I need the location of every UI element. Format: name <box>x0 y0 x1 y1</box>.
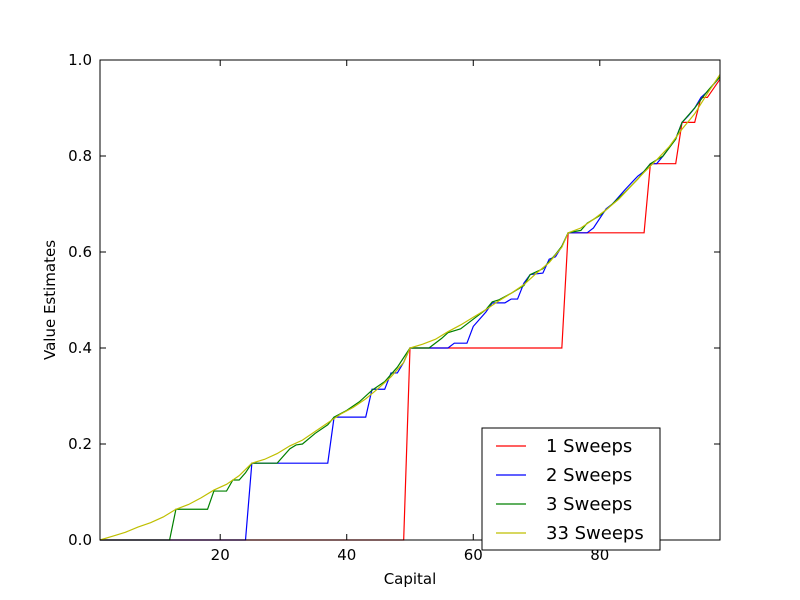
y-axis-label: Value Estimates <box>41 240 59 360</box>
legend-label-2: 2 Sweeps <box>546 465 632 486</box>
y-tick-label: 1.0 <box>68 51 92 69</box>
series-line-4 <box>99 74 721 541</box>
legend-items: 1 Sweeps 2 Sweeps 3 Sweeps 33 Sweeps <box>496 436 644 544</box>
y-tick-label: 0.2 <box>68 435 92 453</box>
y-tick-label: 0.0 <box>68 531 92 549</box>
y-tick-label: 0.6 <box>68 243 92 261</box>
legend-box <box>481 427 661 551</box>
y-tick-label: 0.4 <box>68 339 92 357</box>
y-tick-label: 0.8 <box>68 147 92 165</box>
x-tick-label: 20 <box>211 546 230 564</box>
legend-label-1: 1 Sweeps <box>546 436 632 457</box>
x-tick-label: 40 <box>337 546 356 564</box>
x-axis-label: Capital <box>384 570 437 588</box>
plot-frame <box>99 59 721 541</box>
legend: 1 Sweeps 2 Sweeps 3 Sweeps 33 Sweeps <box>481 427 661 551</box>
series-layer <box>99 74 721 541</box>
legend-label-4: 33 Sweeps <box>546 523 644 544</box>
x-tick-label: 60 <box>464 546 483 564</box>
legend-label-3: 3 Sweeps <box>546 494 632 515</box>
series-line-3 <box>100 76 721 541</box>
